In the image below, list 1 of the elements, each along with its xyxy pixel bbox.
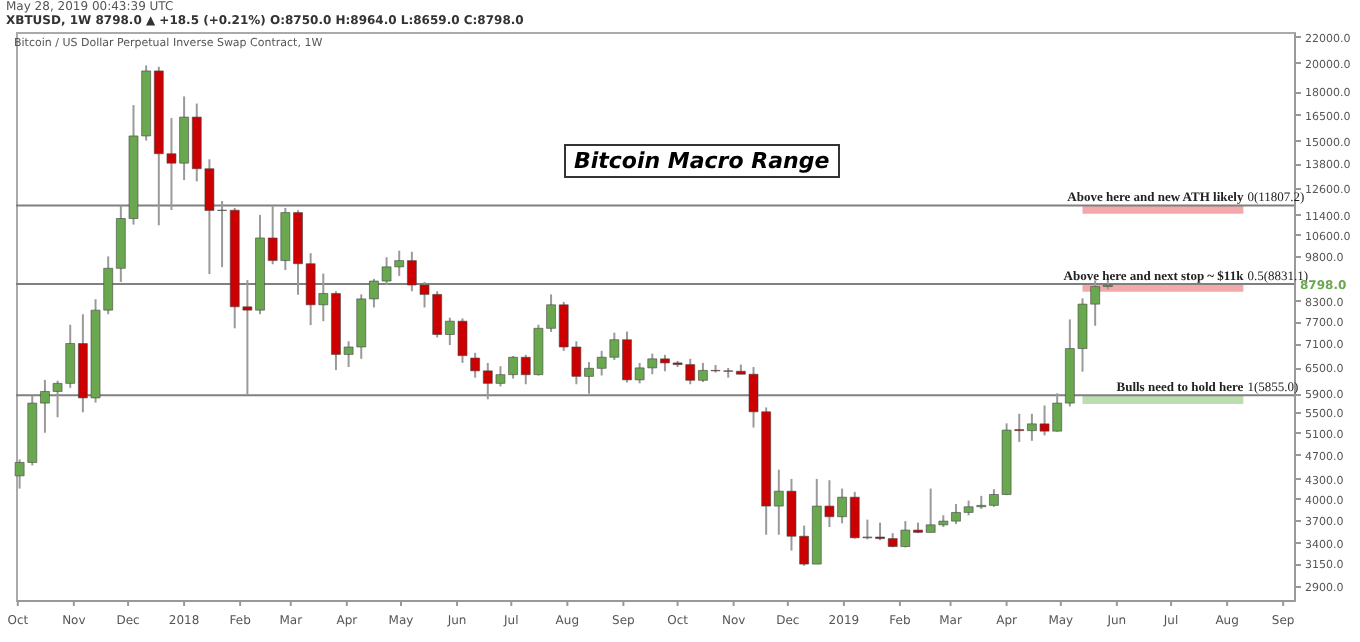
text: Bitcoin Macro Range <box>564 144 840 178</box>
